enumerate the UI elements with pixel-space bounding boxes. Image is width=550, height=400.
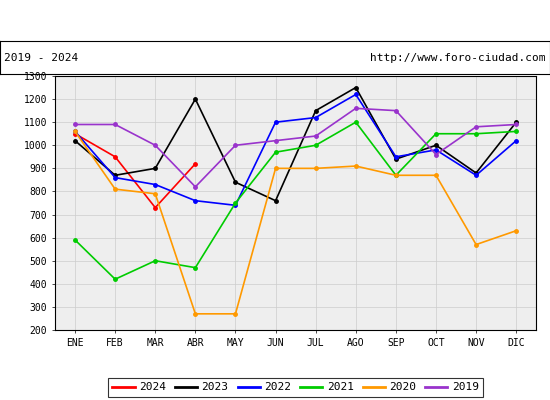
Text: 2019 - 2024: 2019 - 2024 [4,53,79,63]
Text: http://www.foro-ciudad.com: http://www.foro-ciudad.com [370,53,546,63]
Text: Evolucion Nº Turistas Nacionales en el municipio de Manzanares el Real: Evolucion Nº Turistas Nacionales en el m… [0,14,550,28]
Legend: 2024, 2023, 2022, 2021, 2020, 2019: 2024, 2023, 2022, 2021, 2020, 2019 [108,378,483,397]
